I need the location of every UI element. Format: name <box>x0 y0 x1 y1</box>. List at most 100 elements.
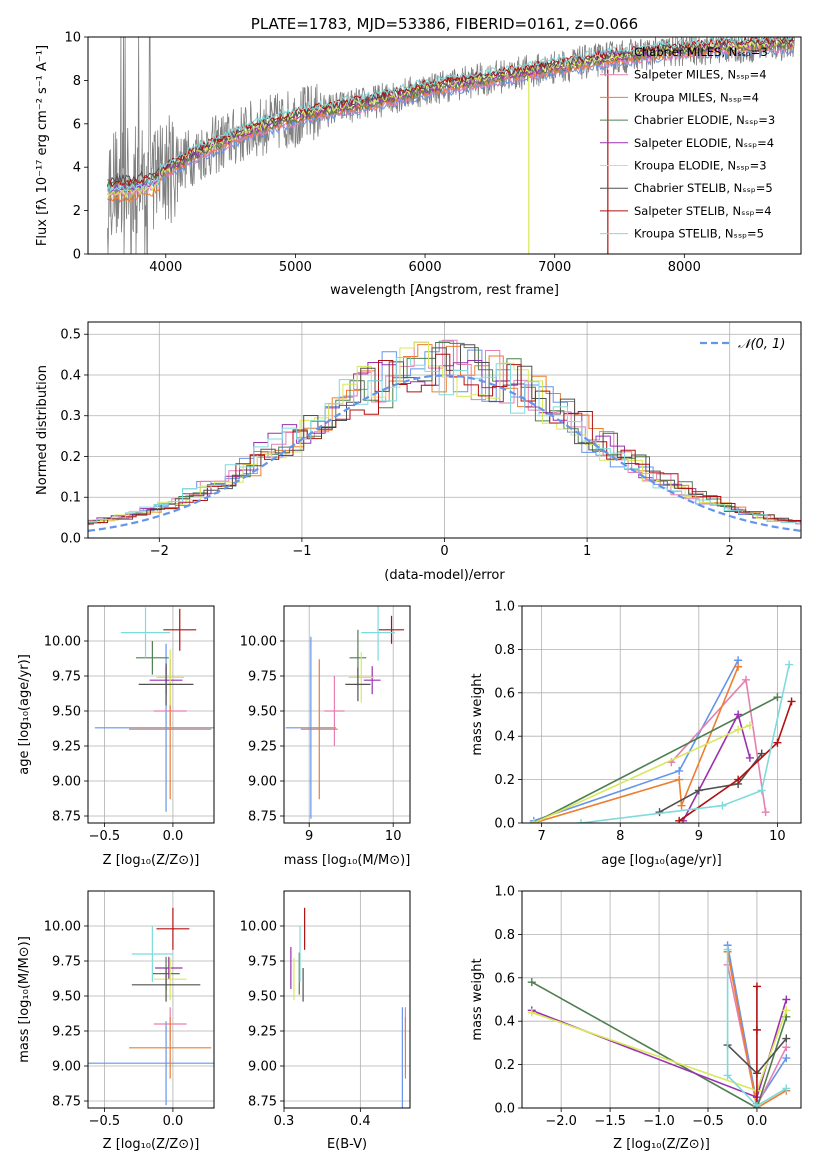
x-tick-label: −2 <box>150 544 169 559</box>
y-tick-label: 0.0 <box>60 532 81 547</box>
weight-vs-metallicity-panel: −2.0 −1.5 −1.0 −0.5 0.0 0.0 0.2 0.4 0.6 0.8 1.0 Z [… <box>470 885 802 1152</box>
x-tick-label: 6000 <box>409 260 442 275</box>
y-tick-label: 0.6 <box>494 971 515 986</box>
x-axis-label: Z [log₁₀(Z/Z⊙)] <box>613 1137 710 1152</box>
y-tick-label: 0.1 <box>60 491 81 506</box>
plus-marker <box>723 945 732 954</box>
axes-frame <box>87 36 802 255</box>
errorbar-points <box>290 907 407 1108</box>
y-tick-label: 9.25 <box>248 1025 277 1040</box>
y-tick-label: 9.75 <box>248 955 277 970</box>
x-tick-label: 7 <box>538 829 546 844</box>
y-tick-label: 0.2 <box>60 450 81 465</box>
y-tick-label: 9.00 <box>248 1060 277 1075</box>
plus-marker <box>782 1043 791 1052</box>
weight-line-kroupa-stelib <box>726 949 787 1107</box>
errorbar-points <box>285 606 405 819</box>
y-tick-label: 0.8 <box>494 643 515 658</box>
weight-line-salpeter-miles <box>670 678 767 813</box>
legend-item-label: Chabrier ELODIE, Nₛₛₚ=3 <box>634 113 775 127</box>
x-tick-label: 4000 <box>149 260 182 275</box>
y-tick-label: 10 <box>64 31 81 46</box>
legend-item-label: Kroupa MILES, Nₛₛₚ=4 <box>634 90 759 104</box>
y-tick-label: 9.00 <box>52 775 81 790</box>
y-tick-label: 8.75 <box>52 1095 81 1110</box>
legend-item-label: Salpeter STELIB, Nₛₛₚ=4 <box>634 204 772 218</box>
plus-marker <box>734 725 743 734</box>
y-axis-label: Normed distribution <box>35 365 50 495</box>
plus-marker <box>773 738 782 747</box>
weight-line-salpeter-elodie <box>682 712 751 822</box>
x-tick-label: 0 <box>440 544 448 559</box>
y-tick-label: 10.00 <box>240 635 277 650</box>
x-axis-label: Z [log₁₀(Z/Z⊙)] <box>103 1137 200 1152</box>
plus-marker <box>782 1034 791 1043</box>
weight-line-chabrier-elodie <box>533 696 778 823</box>
hist-step-kroupa-elodie <box>88 341 801 524</box>
x-tick-label: −1.5 <box>594 1114 626 1129</box>
legend-item-label: Salpeter MILES, Nₛₛₚ=4 <box>634 68 767 82</box>
weight-lines <box>527 941 791 1108</box>
age-vs-metallicity-panel: −0.5 0.0 8.75 9.00 9.25 9.50 9.75 10.00 Z [log₁₀… <box>17 605 215 868</box>
y-tick-label: 0.4 <box>494 1015 515 1030</box>
legend-item-label: Chabrier STELIB, Nₛₛₚ=5 <box>634 181 773 195</box>
y-tick-label: 0.5 <box>60 328 81 343</box>
model-line-kroupa-stelib <box>106 37 793 192</box>
legend-item-label: Chabrier MILES, Nₛₛₚ=3 <box>634 45 768 59</box>
plus-marker <box>675 775 684 784</box>
x-tick-label: 1 <box>583 544 591 559</box>
y-tick-label: 2 <box>73 204 81 219</box>
plus-marker <box>773 693 782 702</box>
x-axis-label: Z [log₁₀(Z/Z⊙)] <box>103 853 200 868</box>
x-tick-label: 5000 <box>279 260 312 275</box>
age-vs-mass-panel: 9 10 8.75 9.00 9.25 9.50 9.75 10.00 mass [log₁₀(… <box>240 605 411 868</box>
x-tick-label: 10 <box>769 829 786 844</box>
plus-marker <box>745 721 754 730</box>
hist-step-chabrier-stelib <box>88 344 801 524</box>
y-tick-label: 0.2 <box>494 1058 515 1073</box>
legend-item-label: Salpeter ELODIE, Nₛₛₚ=4 <box>634 136 774 150</box>
plus-marker <box>757 749 766 758</box>
weight-line-chabrier-elodie <box>531 981 788 1108</box>
plus-marker <box>718 801 727 810</box>
plus-marker <box>734 662 743 671</box>
x-tick-label: 7000 <box>538 260 571 275</box>
errorbar-points <box>88 907 214 1106</box>
x-axis-label: mass [log₁₀(M/M⊙)] <box>284 853 411 868</box>
y-tick-label: 9.75 <box>52 670 81 685</box>
y-tick-label: 10.00 <box>44 635 81 650</box>
axes-frame <box>283 890 411 1109</box>
y-tick-label: 8.75 <box>248 810 277 825</box>
y-tick-label: 8.75 <box>52 810 81 825</box>
axes-frame <box>87 605 215 824</box>
axes-frame <box>87 890 215 1109</box>
x-axis-label: (data-model)/error <box>384 568 505 583</box>
legend-item-label: 𝒩(0, 1) <box>738 337 785 352</box>
plus-marker <box>527 978 536 987</box>
normal-curve <box>88 374 801 532</box>
weight-line-kroupa-stelib <box>580 664 790 823</box>
y-tick-label: 8 <box>73 74 81 89</box>
y-tick-label: 9.50 <box>248 990 277 1005</box>
x-tick-label: −1 <box>292 544 311 559</box>
y-tick-label: 0.8 <box>494 928 515 943</box>
x-tick-label: 0.0 <box>747 1114 768 1129</box>
x-axis-label: E(B-V) <box>327 1137 367 1152</box>
y-tick-label: 9.50 <box>52 705 81 720</box>
x-axis-label: age [log₁₀(age/yr)] <box>601 853 722 868</box>
plus-marker <box>782 1054 791 1063</box>
x-tick-label: 2 <box>726 544 734 559</box>
y-tick-label: 6 <box>73 117 81 132</box>
y-axis-label: mass weight <box>470 958 485 1040</box>
x-tick-label: 8000 <box>668 260 701 275</box>
plus-marker <box>677 801 686 810</box>
weight-vs-age-panel: 7 8 9 10 0.0 0.2 0.4 0.6 0.8 1.0 age [log₁₀(age/yr… <box>470 600 802 868</box>
plus-marker <box>745 753 754 762</box>
plus-marker <box>694 786 703 795</box>
y-axis-label: age [log₁₀(age/yr)] <box>17 654 32 775</box>
y-tick-label: 9.25 <box>52 740 81 755</box>
y-tick-label: 4 <box>73 161 81 176</box>
axes-frame <box>87 321 802 539</box>
weight-lines <box>529 656 796 823</box>
